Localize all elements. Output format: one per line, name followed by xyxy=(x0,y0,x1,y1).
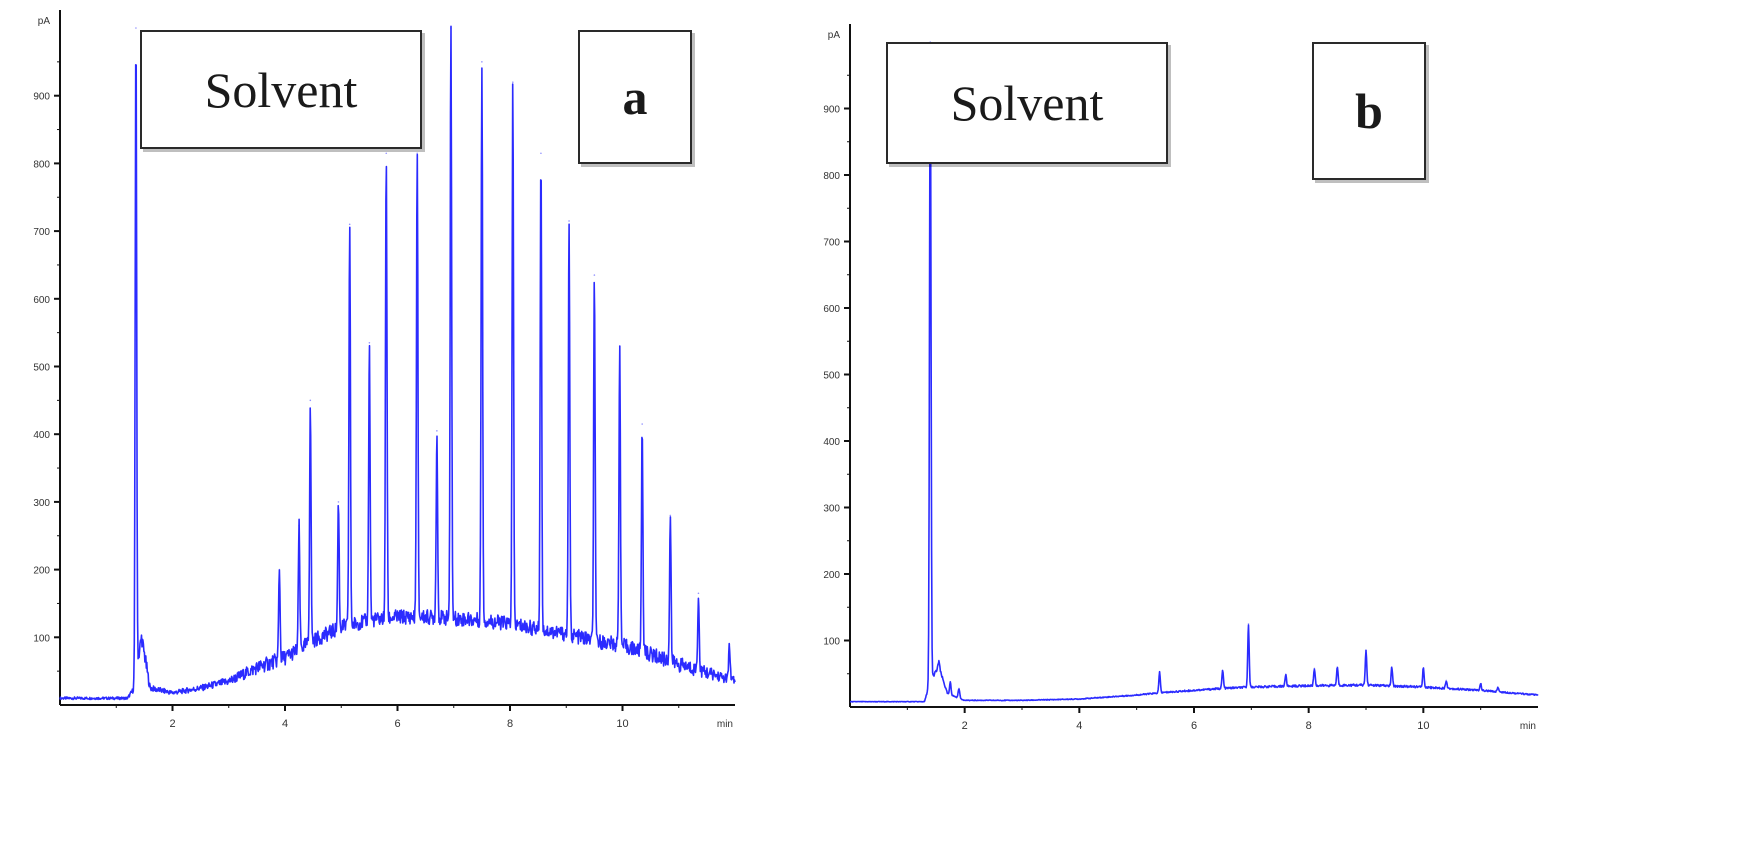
peak-apex-point xyxy=(337,501,340,503)
peak-apex-point xyxy=(450,27,452,29)
peak-apex-point xyxy=(568,220,570,222)
y-tick-label: 600 xyxy=(33,295,50,306)
y-tick-label: 900 xyxy=(33,92,50,103)
y-tick-label: 400 xyxy=(823,437,840,448)
peak-apex-point xyxy=(618,345,621,347)
y-tick-label: 900 xyxy=(823,105,840,116)
chromatogram-b-svg: 100 200 300 400 500 600 700 800 900 pA 2 4 6 8 10 min xyxy=(823,24,1539,732)
peak-apex-point xyxy=(697,592,700,595)
panel-label-b-text: b xyxy=(1355,83,1383,139)
peak-apex-point xyxy=(481,61,483,63)
y-tick-label: 800 xyxy=(823,171,840,182)
peak-apex-point xyxy=(135,27,137,29)
y-axis-label: pA xyxy=(828,30,841,41)
peak-apex-point xyxy=(298,524,300,527)
peak-apex-point xyxy=(1479,682,1482,685)
peak-apex-point xyxy=(512,81,514,83)
peak-apex-point xyxy=(949,680,952,683)
peak-apex-point xyxy=(593,274,596,276)
peak-apex-point xyxy=(309,399,312,402)
y-tick-label: 200 xyxy=(823,570,840,581)
peak-apex-point xyxy=(1391,666,1393,668)
chromatogram-trace xyxy=(59,25,736,701)
y-tick-label: 600 xyxy=(823,304,840,315)
peak-apex-point xyxy=(1497,686,1499,688)
y-tick-label: 500 xyxy=(823,371,840,382)
peak-apex-point xyxy=(416,152,418,155)
chromatogram-a-svg: 100 200 300 400 500 600 700 800 900 pA 2 4 6 8 10 min xyxy=(33,10,736,730)
peak-apex-point xyxy=(1336,666,1339,668)
peak-apex-point xyxy=(278,568,281,571)
x-tick-label: 10 xyxy=(616,718,628,730)
peak-apex-point xyxy=(348,223,351,226)
x-tick-label: 2 xyxy=(169,718,175,730)
peak-apex-point xyxy=(540,152,542,155)
peak-apex-point xyxy=(938,659,940,662)
x-tick-label: 8 xyxy=(507,718,513,730)
x-tick-label: 2 xyxy=(962,720,968,732)
x-tick-label: 6 xyxy=(394,718,400,730)
peak-apex-point xyxy=(436,430,438,432)
solvent-annotation-a: Solvent xyxy=(140,30,422,149)
peak-apex-point xyxy=(669,514,672,517)
solvent-annotation-b: Solvent xyxy=(886,42,1168,164)
peak-apex-point xyxy=(641,423,643,425)
solvent-annotation-b-text: Solvent xyxy=(950,75,1104,131)
y-tick-label: 300 xyxy=(33,498,50,509)
x-tick-label: 4 xyxy=(282,718,288,730)
y-tick-label: 500 xyxy=(33,363,50,374)
x-axis-label: min xyxy=(1520,721,1536,732)
chromatogram-panel-b: 100 200 300 400 500 600 700 800 900 pA 2 4 6 8 10 min S… xyxy=(810,0,1756,860)
peak-apex-point xyxy=(728,643,731,645)
y-tick-label: 300 xyxy=(823,504,840,515)
peak-apex-point xyxy=(1313,667,1316,670)
x-tick-label: 10 xyxy=(1417,720,1429,732)
peak-apex-point xyxy=(1247,623,1250,625)
peak-apex-point xyxy=(1365,649,1367,652)
panel-label-a: a xyxy=(578,30,692,164)
peak-apex-point xyxy=(368,342,371,344)
peak-apex-point xyxy=(1284,674,1287,676)
y-tick-label: 800 xyxy=(33,159,50,170)
x-tick-label: 6 xyxy=(1191,720,1197,732)
peak-apex-point xyxy=(1422,667,1425,670)
panel-label-a-text: a xyxy=(622,69,648,125)
peak-apex-point xyxy=(385,152,388,155)
chromatogram-panel-a: 100 200 300 400 500 600 700 800 900 pA 2 4 6 8 10 min S… xyxy=(0,0,840,860)
y-tick-label: 400 xyxy=(33,430,50,441)
panel-label-b: b xyxy=(1312,42,1426,180)
y-tick-label: 100 xyxy=(33,633,50,644)
y-axis-label: pA xyxy=(38,16,51,27)
solvent-annotation-a-text: Solvent xyxy=(204,61,358,118)
peak-apex-point xyxy=(1221,669,1224,672)
x-tick-label: 4 xyxy=(1076,720,1082,732)
x-tick-label: 8 xyxy=(1306,720,1312,732)
peak-apex-point xyxy=(958,687,960,690)
y-tick-label: 700 xyxy=(823,238,840,249)
y-tick-label: 200 xyxy=(33,566,50,577)
x-axis-label: min xyxy=(717,719,733,730)
peak-apex-point xyxy=(1445,679,1448,682)
y-tick-label: 100 xyxy=(823,637,840,648)
y-tick-label: 700 xyxy=(33,227,50,238)
peak-apex-point xyxy=(1158,671,1161,674)
